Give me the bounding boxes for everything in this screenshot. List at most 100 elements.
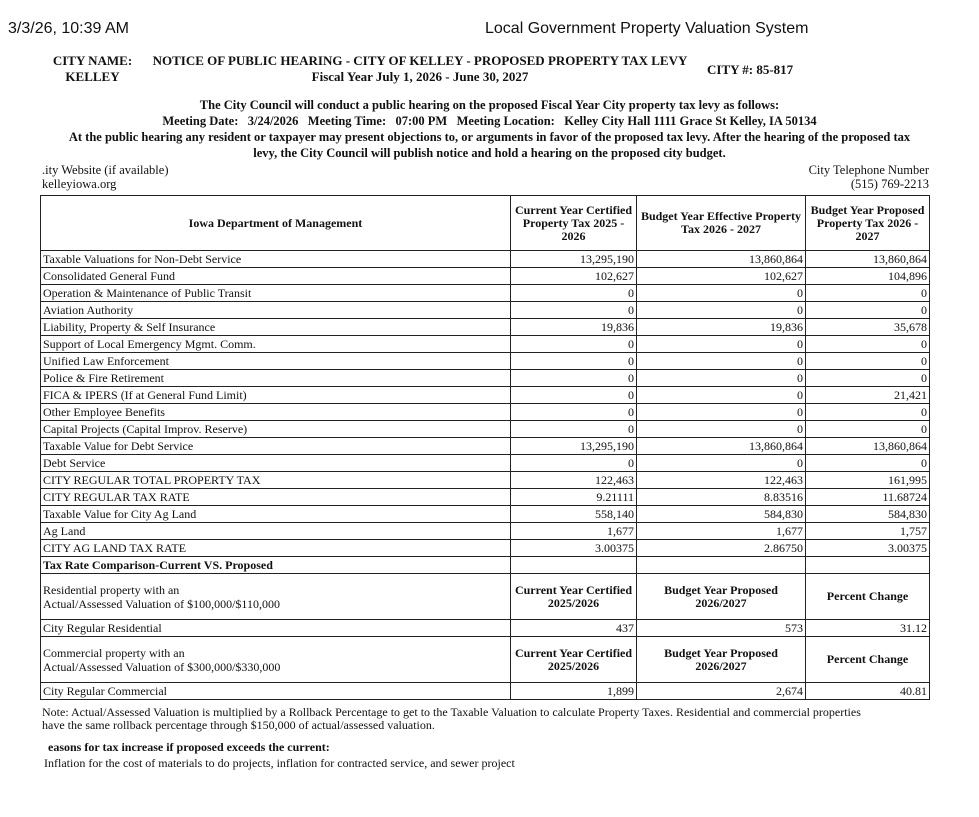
value-cell: 0 [805,454,930,472]
table-row: Operation & Maintenance of Public Transi… [40,284,930,302]
value-cell: 104,896 [805,267,930,285]
empty-cell [636,556,806,574]
table-row: Police & Fire Retirement 0 0 0 [40,369,930,387]
table-row: CITY AG LAND TAX RATE 3.00375 2.86750 3.003… [40,539,930,557]
row-label: Police & Fire Retirement [40,369,511,387]
value-cell: 122,463 [636,471,806,489]
phone: (515) 769-2213 [850,177,929,191]
column-header: Percent Change [805,573,930,620]
value-cell: 0 [805,369,930,387]
value-cell: 21,421 [805,386,930,404]
value-cell: 2,674 [636,682,806,700]
notice-heading: NOTICE OF PUBLIC HEARING - CITY OF KELLE… [150,53,690,85]
row-label: Aviation Authority [40,301,511,319]
column-header: Budget Year Proposed Property Tax 2026 -… [805,195,930,251]
value-cell: 0 [636,335,806,353]
reasons-text: Inflation for the cost of materials to d… [44,756,515,770]
levy-table: Iowa Department of Management Current Yea… [40,195,930,700]
value-cell: 3.00375 [805,539,930,557]
table-row: Consolidated General Fund 102,627 102,627 1… [40,267,930,285]
column-header: Budget Year Effective Property Tax 2026 … [636,195,806,251]
table-row: CITY REGULAR TAX RATE 9.21111 8.83516 11.68… [40,488,930,506]
row-label: Debt Service [40,454,511,472]
row-label: City Regular Commercial [40,682,511,700]
value-cell: 573 [636,619,806,637]
table-row: Taxable Value for Debt Service 13,295,190… [40,437,930,455]
comparison-row: City Regular Residential 437 573 31.12 [40,619,930,637]
notice-title: NOTICE OF PUBLIC HEARING - CITY OF KELLE… [152,53,688,68]
meeting-details: Meeting Date: 3/24/2026 Meeting Time: 07… [162,114,817,128]
row-label: Liability, Property & Self Insurance [40,318,511,336]
value-cell: 13,295,190 [510,437,637,455]
phone-block: City Telephone Number (515) 769-2213 [809,163,929,191]
timestamp: 3/3/26, 10:39 AM [8,20,129,37]
value-cell: 1,677 [636,522,806,540]
table-row: Ag Land 1,677 1,677 1,757 [40,522,930,540]
row-label: Taxable Value for City Ag Land [40,505,511,523]
column-header: Current Year Certified Property Tax 2025… [510,195,637,251]
table-row: Liability, Property & Self Insurance 19,8… [40,318,930,336]
row-label: CITY AG LAND TAX RATE [40,539,511,557]
value-cell: 13,860,864 [805,437,930,455]
empty-cell [805,556,930,574]
table-row: CITY REGULAR TOTAL PROPERTY TAX 122,463 12… [40,471,930,489]
row-label: Taxable Valuations for Non-Debt Service [40,250,511,268]
value-cell: 1,677 [510,522,637,540]
hearing-text-2: levy, the City Council will publish noti… [253,146,726,160]
table-row: Unified Law Enforcement 0 0 0 [40,352,930,370]
value-cell: 0 [510,352,637,370]
city-name-block: CITY NAME: KELLEY [45,53,140,85]
value-cell: 0 [510,369,637,387]
comparison-title: Tax Rate Comparison-Current VS. Proposed [40,556,511,574]
city-name-label: CITY NAME: [52,53,133,68]
value-cell: 0 [805,403,930,421]
value-cell: 0 [805,352,930,370]
hearing-text-1: At the public hearing any resident or ta… [68,130,911,144]
note: Note: Actual/Assessed Valuation is multi… [42,706,861,732]
table-row: Aviation Authority 0 0 0 [40,301,930,319]
value-cell: 0 [636,386,806,404]
table-row: Taxable Valuations for Non-Debt Service 1… [40,250,930,268]
value-cell: 0 [510,420,637,438]
value-cell: 0 [805,301,930,319]
value-cell: 13,860,864 [636,250,806,268]
note-line-2: have the same rollback percentage throug… [42,718,435,732]
table-row: Capital Projects (Capital Improv. Reserv… [40,420,930,438]
value-cell: 0 [636,352,806,370]
value-cell: 0 [510,284,637,302]
value-cell: 40.81 [805,682,930,700]
value-cell: 1,757 [805,522,930,540]
reasons-label: easons for tax increase if proposed exce… [48,740,330,754]
table-row: FICA & IPERS (If at General Fund Limit) 0… [40,386,930,404]
row-label: CITY REGULAR TAX RATE [40,488,511,506]
row-label: Capital Projects (Capital Improv. Reserv… [40,420,511,438]
value-cell: 13,295,190 [510,250,637,268]
comparison-header-row: Commercial property with an Actual/Asses… [40,636,930,683]
value-cell: 9.21111 [510,488,637,506]
row-label: Operation & Maintenance of Public Transi… [40,284,511,302]
value-cell: 0 [805,335,930,353]
value-cell: 584,830 [805,505,930,523]
table-header-row: Iowa Department of Management Current Yea… [40,195,930,251]
table-row: Taxable Value for City Ag Land 558,140 584… [40,505,930,523]
value-cell: 0 [636,369,806,387]
row-label: Ag Land [40,522,511,540]
value-cell: 2.86750 [636,539,806,557]
note-line-1: Note: Actual/Assessed Valuation is multi… [42,705,861,719]
value-cell: 0 [805,284,930,302]
value-cell: 3.00375 [510,539,637,557]
property-description: Residential property with an Actual/Asse… [40,573,511,620]
value-cell: 19,836 [510,318,637,336]
website[interactable]: kelleyiowa.org [42,177,117,191]
page-title: Local Government Property Valuation Syst… [485,20,809,37]
value-cell: 584,830 [636,505,806,523]
value-cell: 11.68724 [805,488,930,506]
value-cell: 0 [510,403,637,421]
value-cell: 0 [636,301,806,319]
comparison-title-row: Tax Rate Comparison-Current VS. Proposed [40,556,930,574]
value-cell: 0 [636,454,806,472]
column-header: Iowa Department of Management [40,195,511,251]
value-cell: 102,627 [636,267,806,285]
value-cell: 0 [510,335,637,353]
row-label: FICA & IPERS (If at General Fund Limit) [40,386,511,404]
